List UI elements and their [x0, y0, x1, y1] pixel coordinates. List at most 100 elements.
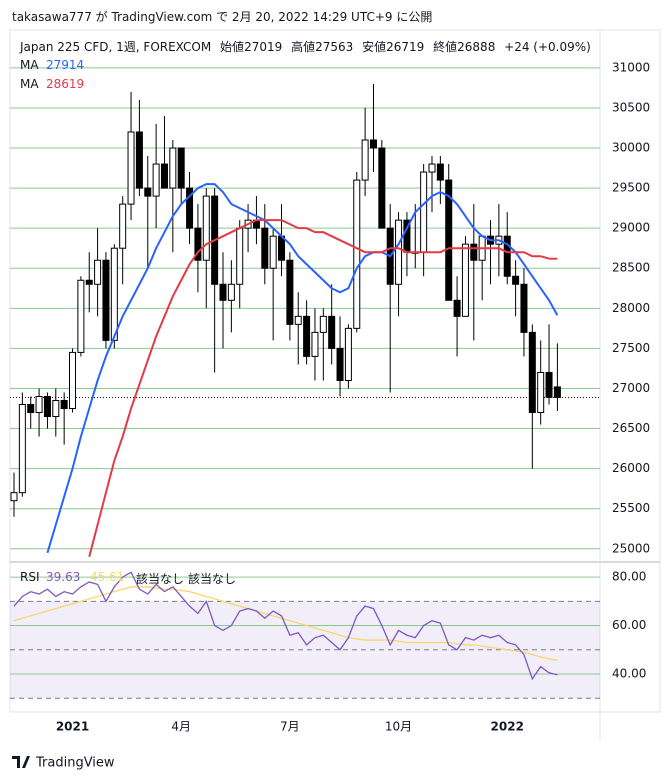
logo-text: TradingView — [35, 756, 115, 771]
candle-body — [461, 243, 469, 317]
y-tick-label: 26500 — [612, 421, 650, 435]
close-value: 26888 — [457, 40, 496, 54]
y-tick-label: 26000 — [612, 461, 650, 475]
candle-body — [361, 139, 369, 181]
candle-body — [336, 347, 344, 381]
candle-body — [169, 147, 177, 189]
candle-body — [453, 299, 461, 317]
candle-body — [319, 315, 327, 333]
candle-body — [43, 395, 51, 418]
close-label: 終値 — [433, 40, 458, 54]
rsi-legend-value: 45.61 — [90, 570, 125, 584]
candle-body — [503, 235, 511, 277]
x-tick-label: 2022 — [491, 720, 524, 734]
candle-body — [35, 395, 43, 414]
rsi-legend-value: 39.63 — [46, 570, 81, 584]
candle-body — [512, 275, 520, 285]
y-tick-label: 28000 — [612, 301, 650, 315]
open-value: 27019 — [244, 40, 283, 54]
candle-body — [85, 279, 93, 285]
rsi-legend-na: 該当なし — [136, 572, 185, 586]
open-label: 始値 — [220, 40, 245, 54]
x-tick-label: 10月 — [385, 720, 412, 734]
x-tick-label: 4月 — [171, 720, 191, 734]
candle-body — [286, 259, 294, 325]
candle-body — [135, 131, 143, 189]
candle-body — [94, 259, 102, 285]
symbol: Japan 225 CFD, 1週, FOREXCOM — [20, 40, 212, 54]
candle-body — [278, 235, 286, 261]
rsi-legend-title: RSI — [20, 570, 40, 584]
y-tick-label: 29500 — [612, 181, 650, 195]
low-label: 安値 — [362, 40, 387, 54]
candle-body — [219, 283, 227, 301]
y-tick-label: 27000 — [612, 381, 650, 395]
candle-body — [294, 315, 302, 325]
candle-body — [119, 203, 127, 249]
candle-body — [102, 259, 110, 341]
rsi-line — [13, 586, 558, 662]
candle-body — [420, 171, 428, 253]
high-label: 高値 — [291, 40, 316, 54]
rsi-legend-na: 該当なし — [188, 572, 237, 586]
high-value: 27563 — [315, 40, 354, 54]
candle-body — [261, 227, 269, 269]
candle-body — [60, 399, 68, 410]
candle-body — [69, 351, 77, 410]
ma-legend-label: MA — [20, 77, 39, 91]
candle-body — [328, 315, 336, 349]
low-value: 26719 — [386, 40, 425, 54]
candle-body — [545, 371, 553, 398]
rsi-band — [10, 601, 600, 699]
candle-body — [127, 131, 135, 205]
ma-legend-value: 27914 — [46, 58, 85, 72]
y-tick-label: 27500 — [612, 341, 650, 355]
candle-body — [428, 163, 436, 173]
candle-body — [227, 283, 235, 301]
candle-body — [353, 179, 361, 329]
candle-body — [202, 195, 210, 261]
ma-line — [88, 219, 558, 558]
candle-body — [18, 404, 26, 494]
candle-body — [10, 492, 18, 502]
y-tick-label: 80.00 — [612, 570, 646, 584]
candle-body — [520, 283, 528, 333]
candle-body — [470, 243, 478, 261]
ma-line — [46, 183, 559, 554]
y-tick-label: 30500 — [612, 100, 650, 114]
candle-body — [77, 279, 85, 353]
x-tick-label: 2021 — [56, 720, 89, 734]
y-tick-label: 28500 — [612, 261, 650, 275]
candle-body — [378, 147, 386, 229]
candle-body — [445, 179, 453, 301]
candle-body — [160, 163, 168, 189]
price-pane — [10, 67, 600, 550]
candle-body — [152, 163, 160, 197]
y-tick-label: 60.00 — [612, 618, 646, 632]
y-tick-label: 40.00 — [612, 666, 646, 680]
candle-body — [344, 327, 352, 381]
candle-body — [269, 235, 277, 269]
tv-logo — [12, 756, 30, 768]
rsi-line — [13, 571, 558, 681]
ma-legend-value: 28619 — [46, 77, 85, 91]
candle-body — [537, 371, 545, 414]
ma-legend-label: MA — [20, 58, 39, 72]
candle-body — [236, 227, 244, 285]
candle-body — [27, 404, 35, 414]
candle-body — [144, 187, 152, 197]
candle-body — [52, 399, 60, 418]
candle-body — [553, 386, 561, 398]
y-tick-label: 25500 — [612, 501, 650, 515]
y-tick-label: 31000 — [612, 60, 650, 74]
legend: Japan 225 CFD, 1週, FOREXCOM 始値27019 高値27… — [20, 38, 596, 55]
y-tick-label: 29000 — [612, 221, 650, 235]
candle-body — [303, 315, 311, 357]
y-tick-label: 30000 — [612, 141, 650, 155]
candle-body — [528, 331, 536, 414]
candle-body — [395, 219, 403, 285]
candle-body — [194, 227, 202, 261]
candle-body — [110, 247, 118, 341]
